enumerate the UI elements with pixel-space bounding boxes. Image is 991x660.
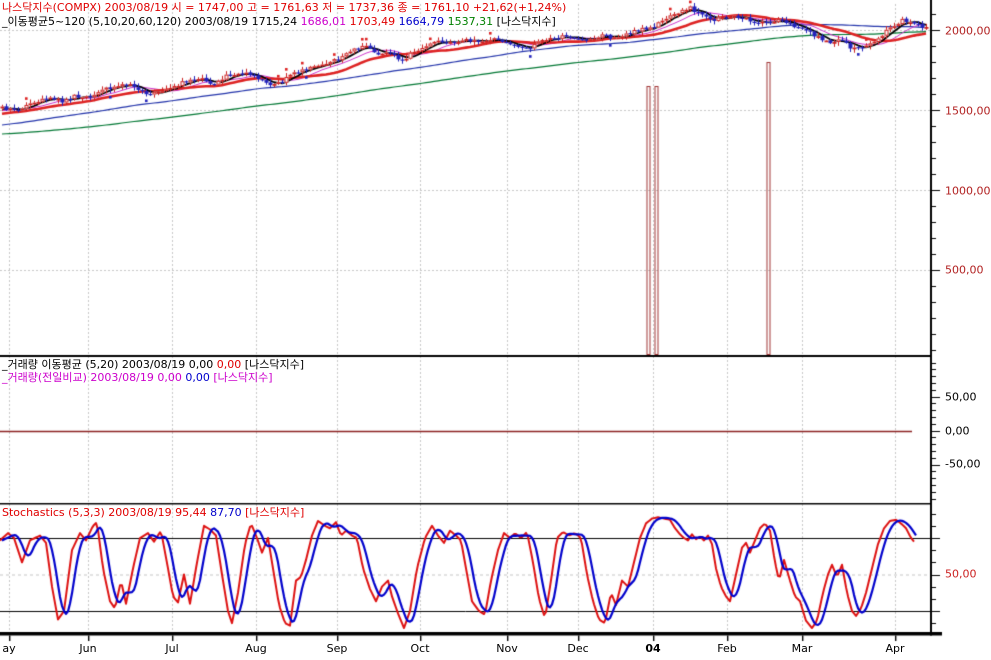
chart-canvas[interactable]	[0, 0, 991, 660]
chart-window: { "app": { "background": "#ffffff", "gri…	[0, 0, 991, 660]
